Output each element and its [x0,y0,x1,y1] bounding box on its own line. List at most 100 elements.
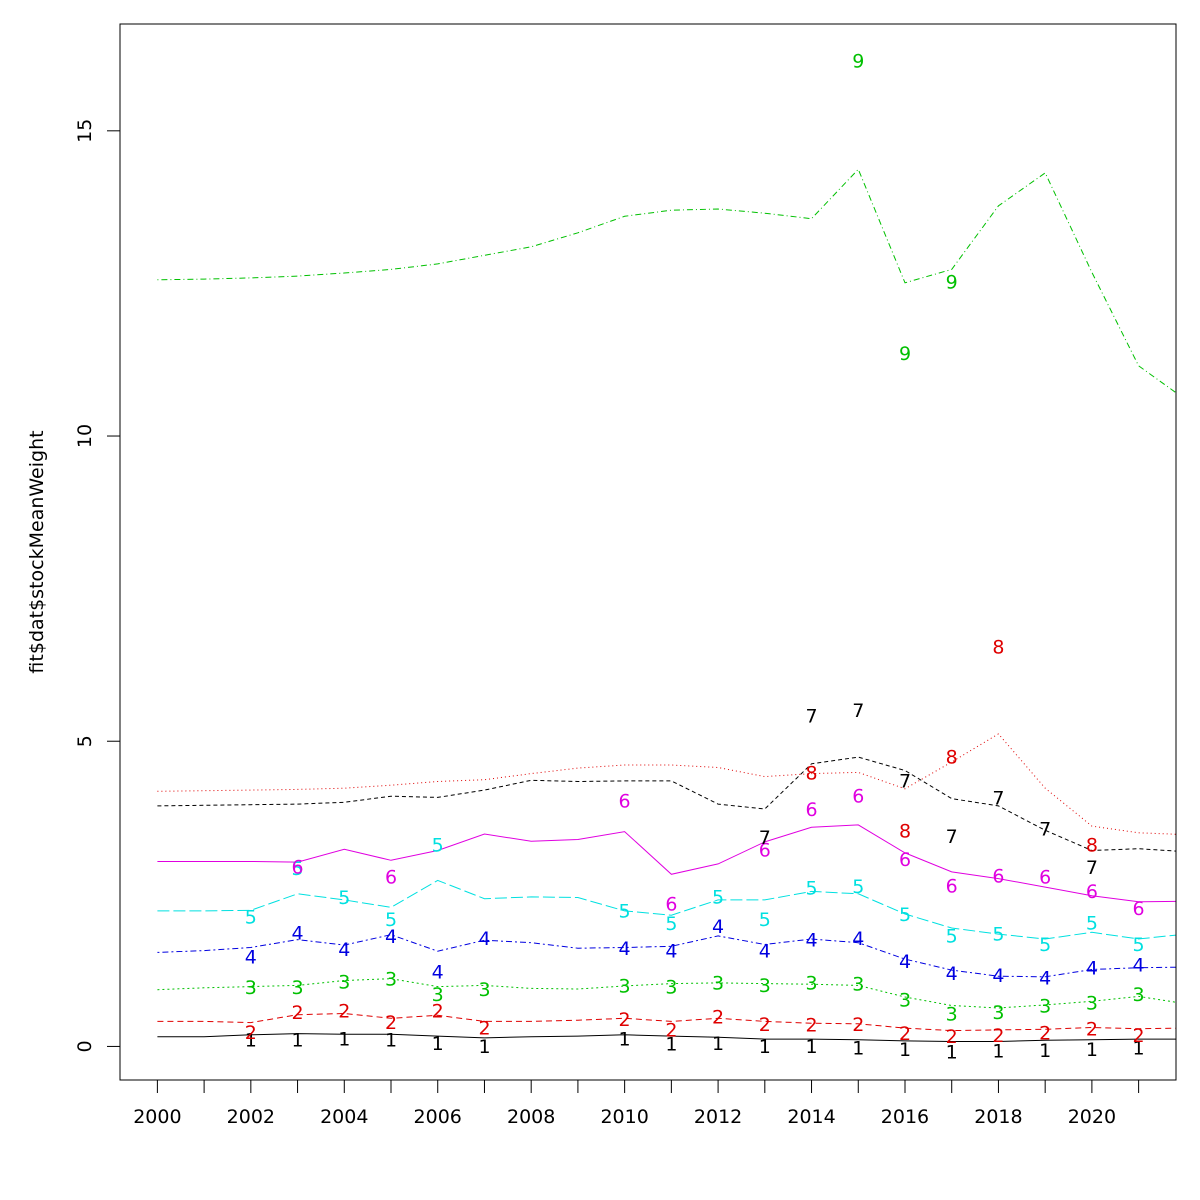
point-label: 6 [1039,867,1051,889]
point-label: 5 [852,876,864,898]
series-line-7 [157,756,1176,852]
series-layer [157,168,1176,1042]
y-axis: 0 5 10 15 [74,119,121,1052]
point-label: 9 [852,51,864,73]
point-label: 1 [385,1030,397,1052]
point-label: 3 [992,1002,1004,1024]
point-label: 2 [899,1023,911,1045]
x-tick-label: 2012 [694,1106,742,1128]
point-label: 5 [619,900,631,922]
point-label: 9 [946,272,958,294]
point-label: 3 [805,972,817,994]
point-label: 5 [946,925,958,947]
point-label: 1 [805,1036,817,1058]
series-line-5 [157,879,1176,940]
x-tick-label: 2002 [227,1106,275,1128]
point-label: 2 [385,1012,397,1034]
point-label: 4 [852,928,864,950]
point-label: 3 [478,979,490,1001]
point-label: 6 [805,799,817,821]
point-label: 1 [619,1029,631,1051]
point-label: 7 [759,827,771,849]
point-label: 8 [899,820,911,842]
point-label: 2 [432,1000,444,1022]
point-label: 9 [899,343,911,365]
point-label: 3 [1133,984,1145,1006]
point-label: 4 [245,947,257,969]
point-label: 4 [992,965,1004,987]
point-label: 4 [712,916,724,938]
point-label: 8 [992,637,1004,659]
point-label: 4 [385,926,397,948]
point-label: 1 [1039,1040,1051,1062]
point-label: 2 [946,1026,958,1048]
series-line-3 [157,978,1176,1009]
point-label: 7 [852,700,864,722]
x-tick-label: 2008 [507,1106,555,1128]
point-label: 4 [899,951,911,973]
point-label: 5 [805,878,817,900]
point-label: 5 [1039,934,1051,956]
point-label: 3 [946,1004,958,1026]
point-label: 7 [946,826,958,848]
point-label: 5 [292,858,304,880]
point-label: 1 [852,1038,864,1060]
point-label: 6 [899,849,911,871]
point-label: 2 [338,1000,350,1022]
point-label: 1 [759,1036,771,1058]
point-label: 1 [946,1041,958,1063]
point-label: 2 [665,1019,677,1041]
point-label: 3 [432,984,444,1006]
x-axis: 2000 2002 2004 2006 2008 2010 2012 2014 2016 2018… [133,1079,1140,1128]
point-label: 5 [338,887,350,909]
x-tick-label: 2016 [881,1106,929,1128]
point-label: 2 [1086,1019,1098,1041]
point-label: 1 [899,1039,911,1061]
y-tick-label: 5 [74,735,96,747]
point-label: 2 [478,1018,490,1040]
point-label: 5 [665,913,677,935]
point-label: 4 [759,941,771,963]
point-label: 3 [245,977,257,999]
point-label: 6 [852,786,864,808]
point-label: 6 [619,790,631,812]
point-label: 2 [759,1014,771,1036]
point-label: 4 [432,961,444,983]
y-tick-label: 10 [74,424,96,448]
point-label: 2 [992,1025,1004,1047]
point-label: 5 [992,924,1004,946]
point-label: 1 [292,1030,304,1052]
x-tick-label: 2010 [600,1106,648,1128]
point-label: 6 [1086,881,1098,903]
x-tick-label: 2014 [787,1106,835,1128]
point-label: 6 [759,839,771,861]
point-label: 6 [292,856,304,878]
point-label: 1 [1133,1038,1145,1060]
point-label: 4 [619,938,631,960]
point-label: 4 [946,963,958,985]
point-label: 8 [1086,834,1098,856]
point-label: 2 [245,1022,257,1044]
point-label: 5 [1133,934,1145,956]
point-label: 4 [338,939,350,961]
point-label: 6 [665,894,677,916]
x-tick-label: 2020 [1068,1106,1116,1128]
point-label: 4 [478,928,490,950]
point-label: 3 [619,975,631,997]
point-label: 3 [759,975,771,997]
point-label: 1 [432,1033,444,1055]
point-label: 4 [1133,955,1145,977]
point-label: 6 [946,875,958,897]
point-label: 2 [1133,1025,1145,1047]
x-tick-label: 2004 [320,1106,368,1128]
x-tick-label: 2018 [974,1106,1022,1128]
point-label: 3 [338,972,350,994]
point-label: 5 [1086,913,1098,935]
point-label: 3 [292,977,304,999]
point-label: 5 [899,904,911,926]
point-label: 3 [1086,993,1098,1015]
point-label: 8 [946,747,958,769]
point-label: 6 [385,867,397,889]
